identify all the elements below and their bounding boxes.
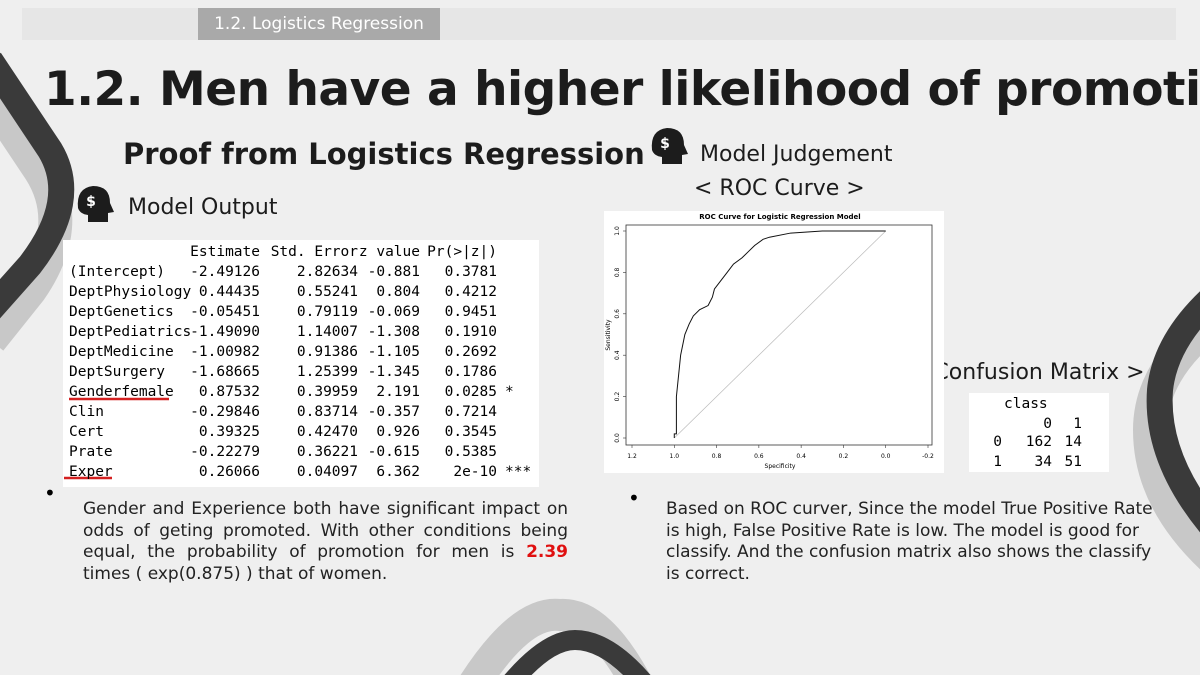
highlight: 2.39 (526, 542, 569, 562)
section-title: Model Judgement (700, 142, 893, 167)
tab (198, 8, 440, 40)
y-tick-label: 0.8 (614, 267, 621, 277)
tab-label: 1.2. Logistics Regression (214, 14, 424, 34)
text: times ( exp(0.875) ) that of women. (83, 563, 388, 584)
x-tick-label: 0.4 (796, 453, 806, 460)
icon (77, 128, 688, 222)
bullet-text: Gender and Experience both have signific… (83, 499, 568, 585)
roc-curve (673, 230, 886, 438)
matrix-box (969, 393, 1109, 472)
cm-heading: < Confusion Matrix > (908, 360, 1145, 385)
bullet-dot: • (44, 481, 56, 505)
roc-heading: < ROC Curve > (694, 176, 865, 201)
arc (0, 52, 75, 319)
y-tick-label: 0.2 (614, 392, 621, 402)
bullet-dot: • (628, 486, 640, 510)
chart-title: ROC Curve for Logistic Regression Model (699, 213, 860, 221)
x-tick-label: 0.8 (712, 453, 722, 460)
arc (1146, 291, 1200, 533)
x-tick-label: 0.6 (754, 453, 764, 460)
table-box (63, 240, 539, 487)
slide-title: 1.2. Men have a higher likelihood of pro… (44, 62, 1200, 117)
icon-symbol: $ (660, 136, 670, 152)
y-tick-label: 0.0 (614, 433, 621, 443)
plot-frame (625, 224, 933, 446)
x-tick-label: 0.0 (881, 453, 891, 460)
x-tick-label: -0.2 (922, 453, 934, 460)
roc-chart: ROC Curve for Logistic Regression Model 1… (604, 211, 944, 473)
subtitle: Proof from Logistics Regression (123, 137, 645, 171)
section-title: Model Output (128, 195, 278, 220)
y-tick-label: 0.6 (614, 309, 621, 319)
bullet-text: Based on ROC curver, Since the model Tru… (666, 499, 1153, 584)
x-tick-label: 1.2 (627, 453, 637, 460)
y-tick-label: 0.4 (614, 350, 621, 360)
icon-symbol: $ (86, 194, 96, 210)
arc (504, 629, 651, 675)
reference-line (674, 230, 886, 439)
text: Gender and Experience both have signific… (83, 499, 568, 562)
top-bar (22, 8, 1176, 40)
x-tick-label: 0.2 (839, 453, 849, 460)
x-tick-label: 1.0 (670, 453, 680, 460)
y-tick-label: 1.0 (614, 226, 621, 236)
x-axis-label: Specificity (765, 463, 796, 470)
y-axis-label: Sensitivity (605, 319, 612, 351)
